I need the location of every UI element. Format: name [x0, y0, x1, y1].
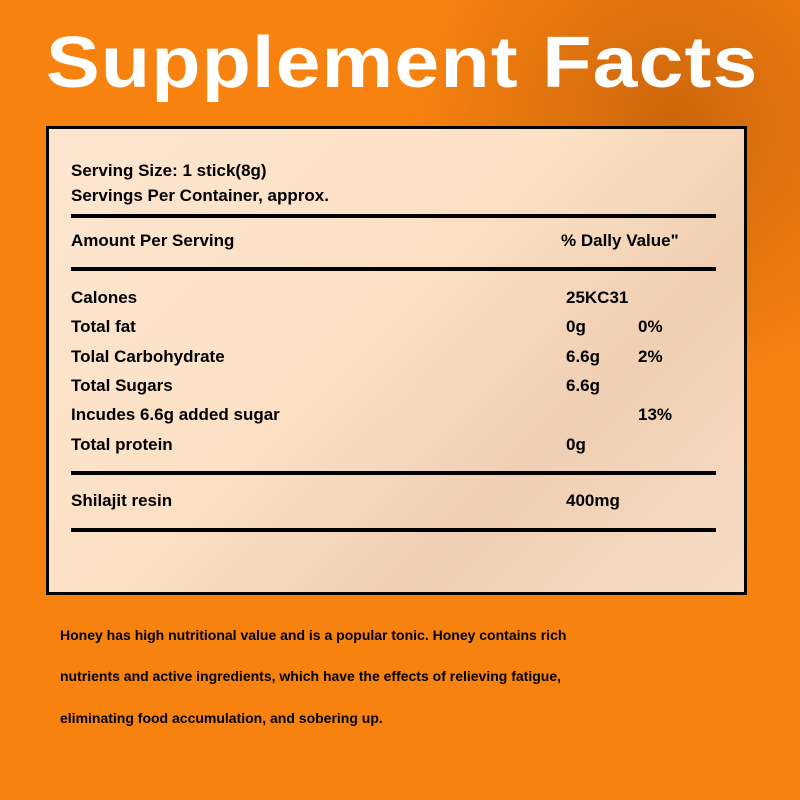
ingredient-label: Shilajit resin [71, 491, 173, 510]
page-title: Supplement Facts [46, 23, 759, 103]
nutrient-label: Calones [71, 288, 138, 307]
nutrient-label: Total fat [71, 317, 136, 337]
nutrient-label: Total Sugars [71, 375, 173, 395]
supplement-facts-panel: Serving Size: 1 stick(8g) Servings Per C… [46, 126, 747, 595]
divider [71, 267, 716, 271]
description-line: nutrients and active ingredients, which … [60, 668, 561, 684]
serving-size: Serving Size: 1 stick(8g) [71, 161, 267, 180]
description-line: Honey has high nutritional value and is … [60, 627, 567, 643]
nutrient-daily-value: 0% [638, 317, 663, 337]
amount-per-serving-header: Amount Per Serving [71, 231, 235, 250]
divider [71, 214, 716, 218]
nutrient-daily-value: 2% [638, 346, 663, 366]
nutrient-amount: 0g [566, 317, 586, 337]
servings-per-container: Servings Per Container, approx. [71, 186, 329, 205]
description-line: eliminating food accumulation, and sober… [60, 710, 383, 726]
nutrient-amount: 6.6g [566, 375, 601, 395]
nutrient-label: Total protein [71, 434, 173, 454]
nutrient-amount: 25KC31 [566, 288, 629, 307]
nutrient-daily-value: 13% [638, 405, 673, 425]
nutrient-amount: 6.6g [566, 346, 601, 366]
nutrient-label: Incudes 6.6g added sugar [71, 405, 280, 425]
divider [71, 528, 716, 532]
nutrient-amount: 0g [566, 434, 586, 454]
ingredient-amount: 400mg [566, 491, 620, 510]
nutrient-label: Tolal Carbohydrate [71, 346, 225, 366]
daily-value-header: % Dally Value" [561, 231, 679, 250]
divider [71, 471, 716, 475]
